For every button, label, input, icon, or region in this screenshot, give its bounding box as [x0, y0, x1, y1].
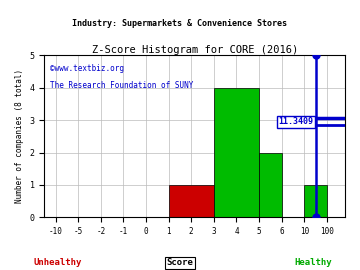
Bar	[304, 185, 327, 217]
Bar	[259, 153, 282, 217]
Text: 11.3409: 11.3409	[278, 117, 313, 126]
Y-axis label: Number of companies (8 total): Number of companies (8 total)	[15, 69, 24, 204]
Text: ©www.textbiz.org: ©www.textbiz.org	[50, 63, 124, 73]
Text: The Research Foundation of SUNY: The Research Foundation of SUNY	[50, 81, 194, 90]
Text: Unhealthy: Unhealthy	[33, 258, 82, 267]
Title: Z-Score Histogram for CORE (2016): Z-Score Histogram for CORE (2016)	[91, 45, 298, 55]
Text: Score: Score	[167, 258, 193, 267]
Bar	[214, 88, 259, 217]
Bar	[168, 185, 214, 217]
Text: Healthy: Healthy	[294, 258, 332, 267]
Text: Industry: Supermarkets & Convenience Stores: Industry: Supermarkets & Convenience Sto…	[72, 19, 288, 28]
